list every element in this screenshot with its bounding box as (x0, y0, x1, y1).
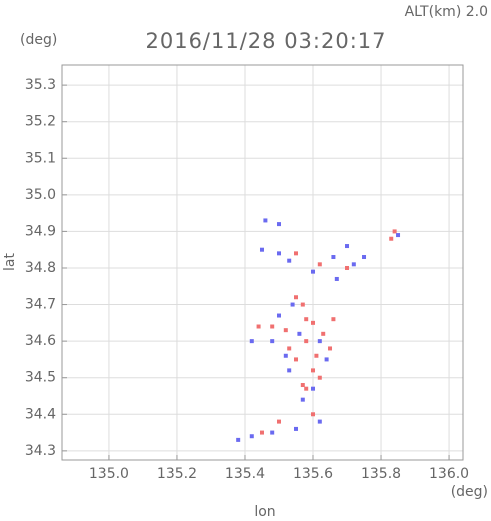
echo-point (276, 251, 281, 256)
echo-point (311, 320, 316, 325)
x-tick-label: 135.2 (157, 466, 197, 482)
x-tick-label: 135.8 (361, 466, 401, 482)
echo-point (304, 339, 309, 344)
echo-point (249, 339, 254, 344)
y-tick-label: 34.6 (25, 333, 56, 349)
chart-title: 2016/11/28 03:20:17 (145, 29, 386, 53)
y-tick-label: 34.7 (25, 297, 56, 313)
x-unit: (deg) (451, 484, 488, 500)
plot-frame (61, 64, 464, 461)
echo-point (287, 346, 292, 351)
echo-point (270, 339, 275, 344)
echo-point (311, 269, 316, 274)
echo-point (351, 262, 356, 267)
echo-point (389, 236, 394, 241)
echo-point (276, 222, 281, 227)
echo-point (314, 353, 319, 358)
x-label: lon (254, 504, 275, 520)
echo-point (300, 397, 305, 402)
echo-point (236, 437, 241, 442)
echo-point (294, 295, 299, 300)
echo-point (259, 247, 264, 252)
echo-point (304, 317, 309, 322)
echo-point (249, 434, 254, 439)
echo-point (311, 386, 316, 391)
echo-point (331, 317, 336, 322)
x-tick-label: 135.4 (225, 466, 265, 482)
echo-point (328, 346, 333, 351)
y-tick-label: 35.2 (25, 114, 56, 130)
echo-point (263, 218, 268, 223)
echo-point (270, 324, 275, 329)
echo-point (283, 328, 288, 333)
x-tick-label: 135.0 (89, 466, 129, 482)
echo-point (317, 375, 322, 380)
echo-point (334, 276, 339, 281)
y-label: lat (2, 253, 18, 271)
echo-point (294, 357, 299, 362)
echo-point (324, 357, 329, 362)
echo-point (304, 386, 309, 391)
echo-point (331, 255, 336, 260)
echo-point (300, 302, 305, 307)
echo-point (345, 244, 350, 249)
echo-point (276, 313, 281, 318)
echo-point (362, 255, 367, 260)
echo-point (321, 331, 326, 336)
echo-point (270, 430, 275, 435)
echo-point (287, 258, 292, 263)
y-tick-label: 34.4 (25, 406, 56, 422)
y-tick-label: 34.8 (25, 260, 56, 276)
echo-point (276, 419, 281, 424)
echo-point (311, 368, 316, 373)
echo-point (300, 383, 305, 388)
y-tick-label: 35.3 (25, 77, 56, 93)
echo-point (256, 324, 261, 329)
y-unit: (deg) (20, 32, 57, 48)
y-tick-label: 34.5 (25, 370, 56, 386)
echo-point (345, 265, 350, 270)
x-tick-label: 136.0 (429, 466, 469, 482)
echo-point (294, 251, 299, 256)
echo-point (317, 419, 322, 424)
y-tick-label: 35.0 (25, 187, 56, 203)
y-tick-label: 34.9 (25, 223, 56, 239)
y-tick-label: 35.1 (25, 150, 56, 166)
echo-point (311, 412, 316, 417)
echo-point (317, 262, 322, 267)
echo-point (297, 331, 302, 336)
echo-point (317, 339, 322, 344)
echo-point (392, 229, 397, 234)
echo-point (290, 302, 295, 307)
echo-point (287, 368, 292, 373)
y-tick-label: 34.3 (25, 443, 56, 459)
echo-point (294, 426, 299, 431)
echo-point (259, 430, 264, 435)
subtitle: ALT(km) 2.0 (405, 4, 488, 20)
x-tick-label: 135.6 (293, 466, 333, 482)
echo-point (283, 353, 288, 358)
echo-point (396, 233, 401, 238)
